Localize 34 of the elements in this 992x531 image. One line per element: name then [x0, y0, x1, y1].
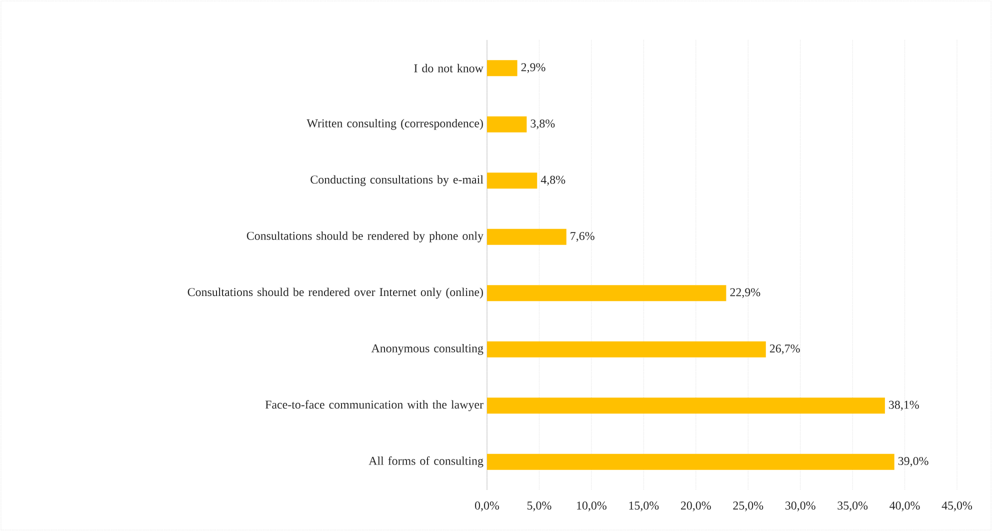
bar — [487, 398, 885, 414]
bar — [487, 285, 726, 302]
bar — [487, 228, 566, 245]
x-tick-label: 10,0% — [577, 502, 606, 512]
x-tick-label: 25,0% — [733, 502, 764, 512]
x-tick-label: 35,0% — [838, 502, 868, 512]
bar — [487, 172, 538, 189]
bar — [487, 60, 518, 76]
y-tick-label: Consultations should be rendered by phone only — [246, 231, 484, 242]
x-tick-label: 30,0% — [785, 502, 816, 512]
y-tick-label: Consultations should be rendered over Internet only (online) — [188, 288, 483, 299]
y-tick-label: Anonymous consulting — [371, 344, 484, 355]
y-tick-label: All forms of consulting — [368, 456, 484, 468]
bar — [487, 341, 766, 358]
bar — [487, 454, 894, 470]
data-label: 26,7% — [770, 344, 800, 354]
x-tick-label: 5,0% — [527, 502, 552, 512]
data-label: 2,9% — [521, 63, 546, 74]
x-tick-label: 45,0% — [942, 502, 972, 512]
y-tick-label: Conducting consultations by e-mail — [310, 175, 484, 186]
x-tick-label: 0,0% — [475, 502, 500, 512]
data-label: 22,9% — [730, 288, 760, 298]
y-tick-label: I do not know — [414, 64, 484, 72]
x-tick-label: 40,0% — [890, 502, 920, 512]
x-tick-label: 15,0% — [629, 502, 659, 512]
y-tick-label: Written consulting (correspondence) — [306, 118, 483, 130]
y-tick-label: Face-to-face communication with the lawyer — [265, 400, 484, 412]
bar — [487, 116, 527, 132]
data-label: 38,1% — [889, 400, 919, 411]
data-label: 7,6% — [570, 232, 594, 242]
x-tick-label: 20,0% — [680, 502, 711, 512]
data-label: 4,8% — [540, 176, 566, 186]
data-label: 3,8% — [530, 119, 555, 130]
data-label: 39,0% — [898, 456, 928, 467]
